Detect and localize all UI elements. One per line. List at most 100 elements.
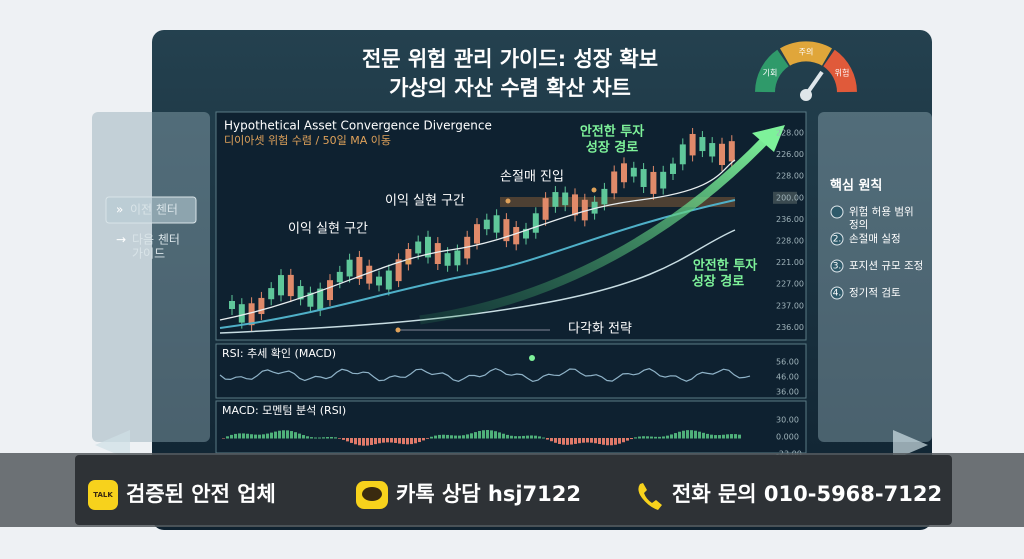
macd-bar	[738, 434, 741, 439]
macd-bar	[666, 435, 669, 439]
macd-bar	[578, 438, 581, 444]
macd-bar	[630, 438, 633, 440]
next-label[interactable]: 다음 첸터	[132, 233, 180, 247]
candle-body	[660, 171, 667, 189]
chart-title: Hypothetical Asset Convergence Divergenc…	[224, 119, 492, 133]
gauge-label: 위험	[835, 69, 850, 78]
macd-bar	[410, 438, 413, 445]
macd-bar	[274, 431, 277, 439]
macd-bar	[550, 438, 553, 442]
candle-body	[356, 256, 363, 279]
annotation-dot	[529, 355, 535, 361]
annotation-dot	[505, 198, 511, 204]
y-tick-label: 236.00	[776, 215, 804, 224]
macd-bar	[406, 438, 409, 445]
macd-bar	[670, 434, 673, 439]
chart-subtitle: 디이아셋 위험 수렴 / 50일 MA 이동	[224, 133, 391, 147]
prev-icon: »	[116, 203, 123, 217]
candle-body	[581, 199, 588, 221]
y-tick-label: 226.00	[776, 150, 804, 159]
candle-body	[640, 169, 647, 187]
macd-bar	[394, 438, 397, 443]
principle-badge	[830, 286, 844, 300]
macd-bar	[542, 437, 545, 439]
macd-bar	[294, 432, 297, 439]
macd-bar	[554, 438, 557, 443]
macd-bar	[254, 434, 257, 439]
phone-icon	[638, 483, 662, 510]
macd-bar	[514, 436, 517, 439]
candle-body	[679, 144, 686, 165]
macd-bar	[434, 435, 437, 439]
candle-body	[336, 271, 343, 283]
macd-bar	[606, 438, 609, 446]
macd-bar	[678, 431, 681, 439]
macd-bar	[238, 433, 241, 439]
candle-body	[434, 243, 441, 265]
macd-bar	[662, 436, 665, 439]
macd-bar	[414, 438, 417, 444]
principle-text: 정의	[849, 219, 868, 231]
principle-text: 포지션 규모 조정	[849, 260, 923, 272]
macd-bar	[646, 436, 649, 439]
macd-bar	[242, 433, 245, 439]
macd-bar	[490, 430, 493, 439]
prev-button[interactable]	[105, 196, 197, 224]
stop-band	[500, 197, 735, 207]
candle-body	[395, 259, 402, 282]
next-arrow[interactable]	[893, 430, 928, 460]
prev-label[interactable]: 이전 첸터	[130, 203, 178, 217]
candle-body	[454, 250, 461, 266]
macd-bar	[438, 434, 441, 439]
macd-bar	[370, 438, 373, 445]
subtitle: 가상의 자산 수렴 확산 차트	[389, 76, 631, 100]
y-tick-label: 221.00	[776, 258, 804, 267]
macd-bar	[558, 438, 561, 444]
macd-bar	[318, 437, 321, 439]
macd-bar	[618, 438, 621, 444]
left-panel	[92, 112, 210, 442]
macd-bar	[502, 433, 505, 439]
annotation: 이익 실현 구간	[288, 222, 368, 237]
macd-bar	[286, 430, 289, 439]
candle-body	[444, 253, 451, 266]
kakao[interactable]: 카톡 상담 hsj7122	[396, 482, 581, 506]
macd-bar	[686, 430, 689, 439]
macd-bar	[358, 438, 361, 446]
macd-bar	[422, 438, 425, 441]
macd-bar	[530, 435, 533, 439]
macd-bar	[446, 434, 449, 439]
macd-bar	[402, 438, 405, 445]
macd-bar	[262, 434, 265, 439]
candle-body	[542, 198, 549, 220]
prev-arrow[interactable]	[95, 430, 130, 460]
gauge-label: 기회	[763, 69, 778, 78]
macd-bar	[230, 434, 233, 439]
candle-body	[248, 303, 255, 326]
macd-bar	[498, 432, 501, 439]
candle-body	[268, 288, 275, 300]
macd-bar	[642, 436, 645, 439]
talk-icon	[88, 480, 118, 510]
macd-bar	[374, 438, 377, 445]
y-tick-label: 237.00	[776, 301, 804, 310]
next-label[interactable]: 가이드	[132, 247, 165, 261]
macd-bar	[486, 430, 489, 439]
macd-bar	[526, 435, 529, 439]
rsi-line	[219, 367, 751, 383]
candle-body	[366, 265, 373, 284]
annotation: 다각화 전략	[568, 322, 632, 337]
candle-body	[532, 213, 539, 233]
candle-body	[630, 167, 637, 177]
candle-body	[670, 163, 676, 174]
macd-bar	[570, 438, 573, 445]
principle-badge	[830, 205, 844, 219]
macd-bar	[270, 432, 273, 439]
macd-bar	[442, 434, 445, 439]
macd-bar	[314, 437, 317, 439]
candle-body	[405, 249, 412, 265]
macd-bar	[674, 433, 677, 439]
macd-bar	[510, 435, 513, 439]
candle-body	[699, 137, 706, 152]
phone[interactable]: 전화 문의 010-5968-7122	[672, 482, 942, 506]
